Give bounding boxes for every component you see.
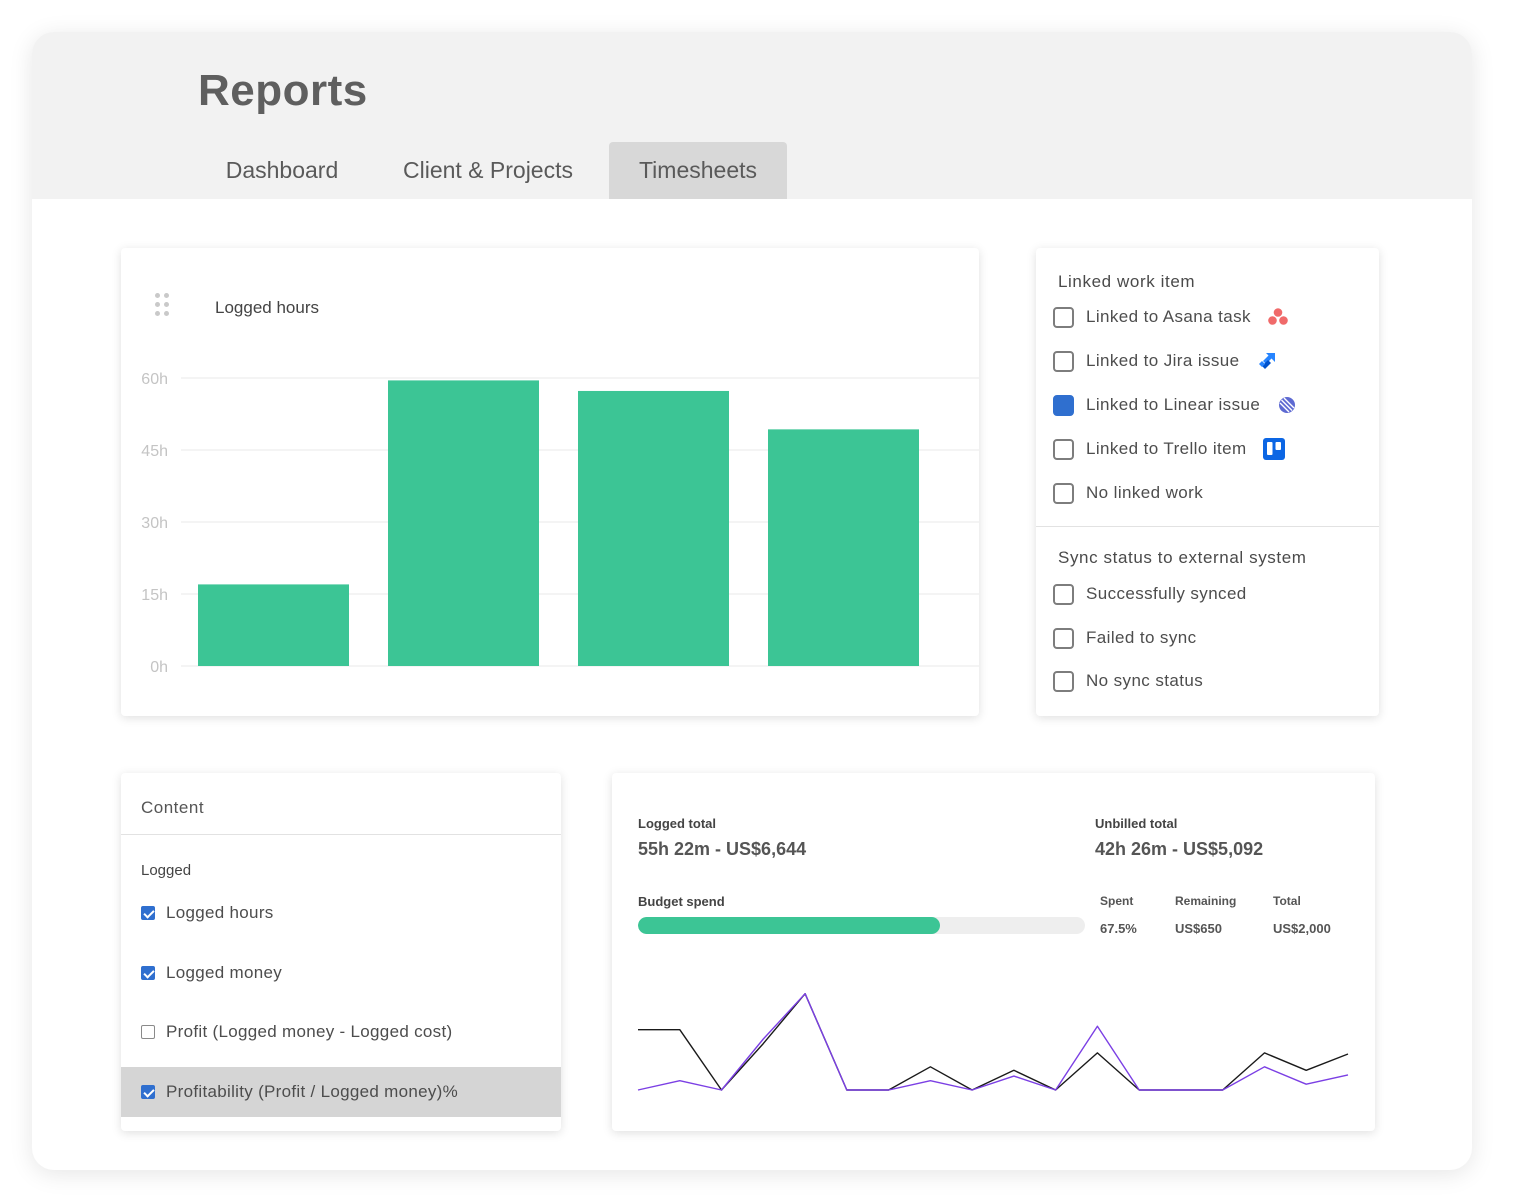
option-label: Profit (Logged money - Logged cost) xyxy=(166,1022,453,1041)
bar xyxy=(768,429,919,666)
option-label: No linked work xyxy=(1086,483,1204,502)
remaining-value: US$650 xyxy=(1175,921,1222,936)
tab-timesheets[interactable]: Timesheets xyxy=(609,142,787,199)
checkbox[interactable] xyxy=(1053,350,1074,372)
option-label: Profitability (Profit / Logged money)% xyxy=(166,1082,459,1101)
filter-linked-trello[interactable]: Linked to Trello item xyxy=(1053,437,1285,461)
drag-handle-icon[interactable] xyxy=(155,293,169,317)
checkbox[interactable] xyxy=(1053,627,1074,649)
content-card: Content Logged Logged hours Logged money… xyxy=(121,773,561,1131)
filter-linked-jira[interactable]: Linked to Jira issue xyxy=(1053,349,1278,373)
content-option-profitability[interactable]: Profitability (Profit / Logged money)% xyxy=(121,1067,561,1117)
reports-header: Reports Dashboard Client & Projects Time… xyxy=(32,32,1472,199)
filter-successfully-synced[interactable]: Successfully synced xyxy=(1053,582,1247,606)
checkbox-checked[interactable] xyxy=(141,1085,155,1099)
logged-total-label: Logged total xyxy=(638,816,716,831)
checkbox[interactable] xyxy=(1053,306,1074,328)
logged-hours-bar-chart: 0h 15h 30h 45h 60h xyxy=(141,371,979,676)
y-tick-label: 0h xyxy=(150,659,168,676)
checkbox[interactable] xyxy=(1053,583,1074,605)
chart-title: Logged hours xyxy=(215,298,319,317)
filter-failed-to-sync[interactable]: Failed to sync xyxy=(1053,626,1196,650)
option-label: Successfully synced xyxy=(1086,584,1247,603)
budget-progress-fill xyxy=(638,917,940,934)
divider xyxy=(121,834,561,835)
option-label: Failed to sync xyxy=(1086,628,1197,647)
option-label: Linked to Asana task xyxy=(1086,307,1251,326)
totals-card: Logged total 55h 22m - US$6,644 Unbilled… xyxy=(612,773,1375,1131)
asana-icon xyxy=(1267,306,1289,328)
linked-work-filter-card: Linked work item Linked to Asana task Li… xyxy=(1036,248,1379,716)
trend-line-purple xyxy=(637,992,1349,1091)
sync-status-title: Sync status to external system xyxy=(1058,548,1307,567)
trend-line-chart xyxy=(637,992,1349,1091)
jira-icon xyxy=(1256,350,1278,372)
linear-icon xyxy=(1276,394,1298,416)
bar xyxy=(578,390,729,666)
checkbox[interactable] xyxy=(1053,438,1074,460)
budget-progress-bar xyxy=(638,917,1085,934)
checkbox[interactable] xyxy=(1053,482,1074,504)
y-tick-label: 45h xyxy=(141,443,168,460)
total-label: Total xyxy=(1273,894,1301,908)
tab-client-projects[interactable]: Client & Projects xyxy=(402,157,573,183)
filter-no-linked-work[interactable]: No linked work xyxy=(1053,481,1203,505)
y-tick-label: 60h xyxy=(141,371,168,388)
checkbox-checked[interactable] xyxy=(141,906,155,920)
content-title: Content xyxy=(141,798,205,817)
checkbox-checked[interactable] xyxy=(141,966,155,980)
option-label: Logged hours xyxy=(166,903,274,922)
checkbox-checked[interactable] xyxy=(1053,394,1074,416)
budget-spend-label: Budget spend xyxy=(638,894,725,909)
trello-icon xyxy=(1262,438,1285,460)
divider xyxy=(1036,526,1379,527)
logged-hours-card: Logged hours 0h 15h 30h 45h 60h xyxy=(121,248,979,716)
y-tick-label: 30h xyxy=(141,515,168,532)
reports-window: Reports Dashboard Client & Projects Time… xyxy=(32,32,1472,1170)
filter-no-sync-status[interactable]: No sync status xyxy=(1053,669,1203,693)
content-subtitle: Logged xyxy=(141,862,192,879)
trend-line-black xyxy=(638,992,1349,1091)
tab-dashboard[interactable]: Dashboard xyxy=(225,157,339,183)
option-label: Linked to Linear issue xyxy=(1086,395,1261,414)
linked-work-title: Linked work item xyxy=(1058,272,1196,291)
filter-linked-linear[interactable]: Linked to Linear issue xyxy=(1053,393,1298,417)
page-title: Reports xyxy=(198,66,368,115)
option-label: Logged money xyxy=(166,963,283,982)
unbilled-total-label: Unbilled total xyxy=(1095,816,1178,831)
spent-value: 67.5% xyxy=(1100,921,1137,936)
total-value: US$2,000 xyxy=(1273,921,1331,936)
spent-label: Spent xyxy=(1100,894,1134,908)
content-option-logged-hours[interactable]: Logged hours xyxy=(141,888,561,938)
content-option-logged-money[interactable]: Logged money xyxy=(141,948,561,998)
logged-total-value: 55h 22m - US$6,644 xyxy=(638,839,807,859)
checkbox[interactable] xyxy=(1053,670,1074,692)
bar xyxy=(198,584,349,666)
unbilled-total-value: 42h 26m - US$5,092 xyxy=(1095,839,1264,859)
content-option-profit[interactable]: Profit (Logged money - Logged cost) xyxy=(141,1007,561,1057)
option-label: No sync status xyxy=(1086,671,1204,690)
option-label: Linked to Trello item xyxy=(1086,439,1247,458)
remaining-label: Remaining xyxy=(1175,894,1237,908)
filter-linked-asana[interactable]: Linked to Asana task xyxy=(1053,305,1289,329)
checkbox[interactable] xyxy=(141,1025,155,1039)
option-label: Linked to Jira issue xyxy=(1086,351,1240,370)
y-tick-label: 15h xyxy=(141,587,168,604)
bar xyxy=(388,380,539,666)
